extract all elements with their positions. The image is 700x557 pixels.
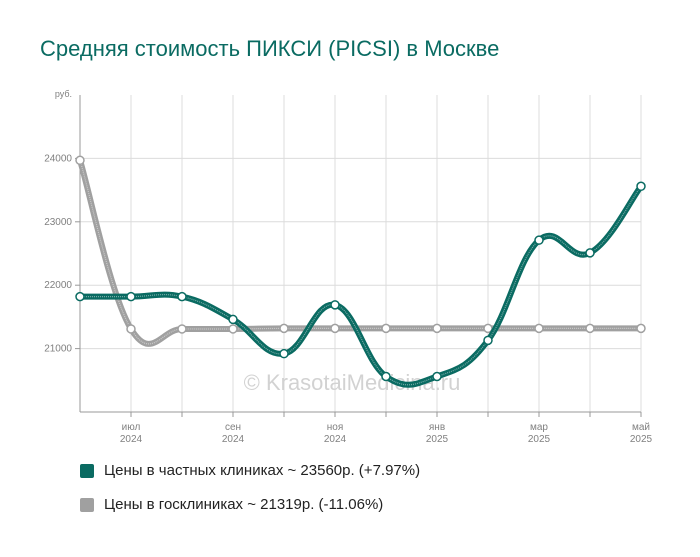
- y-tick-label: 23000: [44, 217, 72, 228]
- x-tick-month: июл: [122, 422, 141, 433]
- data-point: [483, 323, 493, 334]
- data-point: [126, 291, 136, 302]
- x-tick-month: май: [632, 422, 650, 433]
- data-point: [381, 371, 391, 382]
- series-private: [75, 181, 646, 388]
- data-point: [177, 324, 187, 334]
- legend-item-public[interactable]: Цены в госклиниках ~ 21319р. (-11.06%): [80, 496, 420, 513]
- data-point: [585, 248, 595, 258]
- chart-title: Средняя стоимость ПИКСИ (PICSI) в Москве: [40, 36, 500, 61]
- x-tick-month: янв: [429, 422, 445, 433]
- data-point: [279, 323, 289, 334]
- y-tick-label: 22000: [44, 280, 72, 291]
- x-tick-year: 2024: [324, 434, 347, 445]
- line-chart: © KrasotaiMedicina.ru 210002200023000240…: [44, 89, 652, 445]
- legend-item-private[interactable]: Цены в частных клиниках ~ 23560р. (+7.97…: [80, 462, 420, 479]
- y-tick-label: 21000: [44, 344, 72, 355]
- x-tick-year: 2025: [426, 434, 449, 445]
- tick-labels: 21000220002300024000руб.июл2024сен2024но…: [44, 89, 652, 445]
- data-point: [126, 324, 136, 334]
- legend-swatch-public: [80, 497, 94, 512]
- data-point: [75, 155, 85, 166]
- data-point: [585, 323, 595, 334]
- data-point: [177, 291, 187, 302]
- data-point: [483, 335, 493, 346]
- x-tick-year: 2024: [222, 434, 245, 445]
- data-point: [534, 323, 544, 334]
- series-layer: [75, 155, 646, 388]
- legend-swatch-private: [80, 463, 94, 478]
- x-tick-month: мар: [530, 422, 548, 433]
- data-point: [432, 323, 442, 334]
- series-line-outer: [77, 157, 644, 347]
- data-point: [636, 323, 646, 334]
- legend-label-public: Цены в госклиниках ~ 21319р. (-11.06%): [104, 496, 384, 513]
- x-tick-year: 2024: [120, 434, 143, 445]
- y-tick-label: 24000: [44, 153, 72, 164]
- data-point: [432, 371, 442, 382]
- data-point: [228, 314, 238, 325]
- data-point: [381, 323, 391, 334]
- x-tick-month: ноя: [327, 422, 344, 433]
- axes: [75, 95, 642, 417]
- data-point: [636, 181, 646, 192]
- data-point: [75, 291, 85, 302]
- data-point: [330, 323, 340, 334]
- data-point: [330, 300, 340, 310]
- grid-lines: [80, 95, 642, 412]
- series-line-inner: [79, 160, 641, 345]
- data-point: [534, 235, 544, 245]
- legend: Цены в частных клиниках ~ 23560р. (+7.97…: [80, 462, 420, 513]
- x-tick-year: 2025: [528, 434, 551, 445]
- x-tick-year: 2025: [630, 434, 653, 445]
- y-unit-label: руб.: [55, 89, 72, 99]
- data-point: [228, 324, 238, 334]
- legend-label-private: Цены в частных клиниках ~ 23560р. (+7.97…: [104, 462, 421, 479]
- data-point: [279, 348, 289, 359]
- series-public: [75, 155, 646, 347]
- x-tick-month: сен: [225, 422, 241, 433]
